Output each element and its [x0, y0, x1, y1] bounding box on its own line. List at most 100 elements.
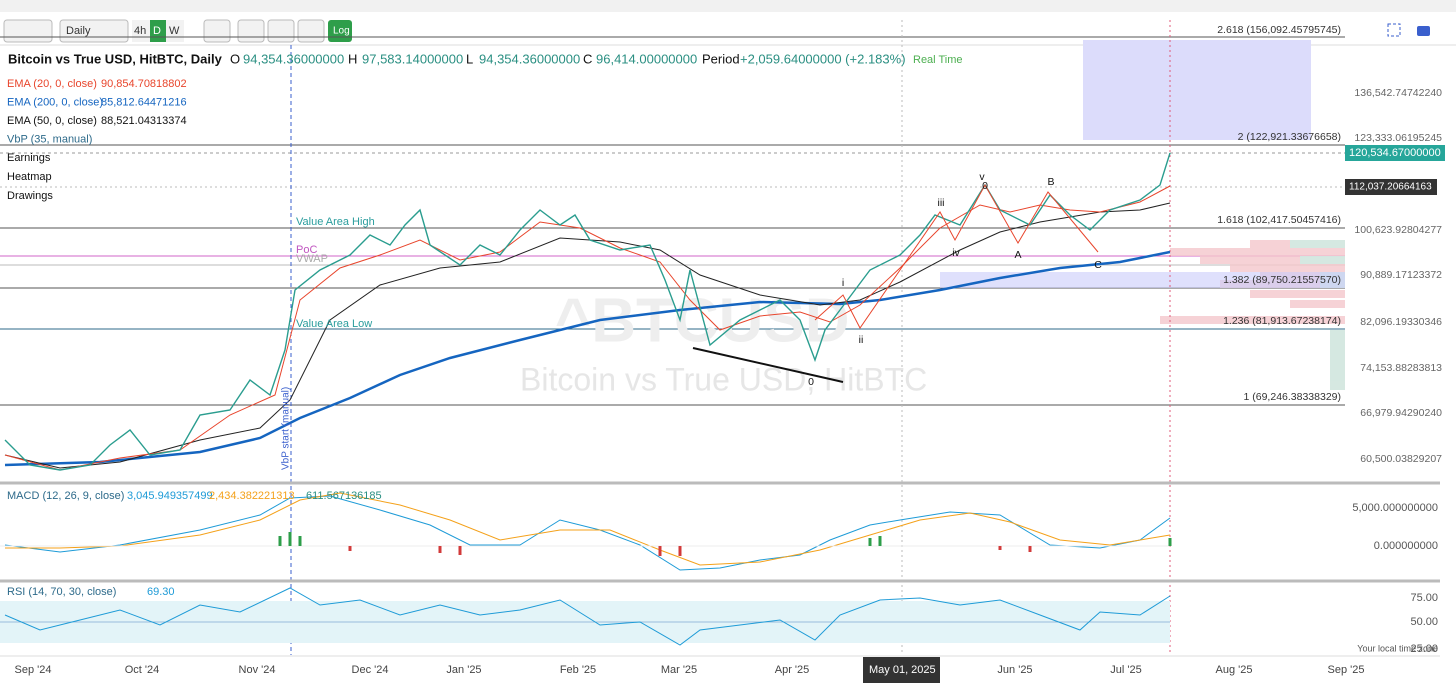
price-badge: [1345, 145, 1445, 161]
signal-line: [5, 492, 1171, 566]
toggle: Heatmap: [7, 171, 52, 183]
projection-box: [1083, 40, 1311, 140]
clock-button[interactable]: [267, 19, 295, 43]
settings-button[interactable]: [203, 19, 231, 43]
interval-4h: 4h: [134, 25, 146, 37]
macd-histogram-up: [278, 532, 1172, 546]
fib-label: 2.618 (156,092.45795745): [1217, 24, 1341, 36]
realtime: Real Time: [913, 54, 963, 66]
macd-tick-label: 0.000000000: [1374, 540, 1438, 552]
time-tick-label: Oct '24: [125, 664, 160, 676]
price-tick-label: 74,153.88283813: [1360, 362, 1442, 374]
low-label: L: [466, 51, 473, 66]
volume-area: [940, 272, 1345, 288]
price-tick-label: 82,096.19330346: [1360, 316, 1442, 328]
toggle: Earnings: [7, 152, 51, 164]
macd-histogram-down: [348, 546, 1032, 556]
close: 96,414.00000000: [596, 51, 697, 66]
indicator-name: EMA (200, 0, close): [7, 96, 103, 108]
annotation: Value Area Low: [296, 318, 372, 330]
price-line-series: [4, 152, 1171, 471]
timezone: Your local time zone: [1357, 643, 1438, 653]
wave-label: iii: [938, 197, 945, 209]
period: +2,059.64000000 (+2.183%): [740, 51, 906, 66]
wave-drawing: [814, 183, 1099, 329]
time-tick-label: Aug '25: [1216, 664, 1253, 676]
time-tick-label: Feb '25: [560, 664, 596, 676]
draw-button[interactable]: [297, 19, 325, 43]
time-tick-label: Jun '25: [997, 664, 1032, 676]
indicator-value: 90,854.70818802: [101, 78, 187, 90]
last-price: 120,534.67000000: [1349, 147, 1441, 159]
wave-label: v: [979, 171, 985, 183]
time-tick-label: Dec '24: [352, 664, 389, 676]
fib-label: 1.382 (89,750.21557570): [1223, 274, 1341, 286]
rsi-tick-label: 25.00: [1410, 643, 1438, 655]
period-label: Period: [702, 51, 740, 66]
high-label: H: [348, 51, 357, 66]
open: 94,354.36000000: [243, 51, 344, 66]
macd-line: [4, 495, 1171, 571]
time-tick-label: Nov '24: [239, 664, 276, 676]
wave-label: iv: [952, 247, 960, 259]
indicator-value: 85,812.64471216: [101, 96, 187, 108]
indicator-name: EMA (50, 0, close): [7, 115, 97, 127]
price-tick-label: 90,889.17123372: [1360, 269, 1442, 281]
snapshot-button[interactable]: [1417, 26, 1430, 36]
high: 97,583.14000000: [362, 51, 463, 66]
annotation: VWAP: [296, 253, 328, 265]
trendline: [692, 347, 844, 383]
open-label: O: [230, 51, 240, 66]
price-tick-label: 136,542.74742240: [1354, 87, 1442, 99]
time-tick-label: Jan '25: [446, 664, 481, 676]
annotation: Value Area High: [296, 216, 375, 228]
ema-20: [4, 185, 1171, 471]
wave-label: 0: [982, 180, 988, 192]
macd-label: MACD (12, 26, 9, close): [7, 490, 124, 502]
macd-value: 2,434.382221313: [209, 490, 295, 502]
chart-type-button[interactable]: [3, 19, 53, 43]
fib-label: 1.618 (102,417.50457416): [1217, 214, 1341, 226]
rsi-line: [4, 587, 1171, 646]
crosshair-badge: [863, 657, 940, 683]
ema-200: [4, 250, 1171, 467]
price-tick-label: 123,333.06195245: [1354, 132, 1442, 144]
indicator-name: EMA (20, 0, close): [7, 78, 97, 90]
main-pane: ^BTCUSD Bitcoin vs True USD, HitBTC: [0, 20, 1345, 655]
time-tick-label: Mar '25: [661, 664, 697, 676]
interval-d: D: [153, 25, 161, 37]
interval: Daily: [66, 25, 91, 37]
watermark-name: Bitcoin vs True USD, HitBTC: [520, 361, 927, 397]
fib-label: 2 (122,921.33676658): [1238, 131, 1341, 143]
price-tick-label: 66,979.94290240: [1360, 407, 1442, 419]
top-strip: [0, 0, 1456, 12]
fib-label: 1.236 (81,913.67238174): [1223, 315, 1341, 327]
time-tick-label: Sep '24: [15, 664, 52, 676]
indicator-button[interactable]: [237, 19, 265, 43]
indicator-value: 88,521.04313374: [101, 115, 187, 127]
indicator-name: VbP (35, manual): [7, 133, 92, 145]
macd-value: 611.567136185: [306, 490, 382, 502]
fullscreen-button[interactable]: [1387, 23, 1401, 37]
price-tick-label: 100,623.92804277: [1354, 224, 1442, 236]
ema-badge: [1345, 179, 1437, 195]
crosshair-date: May 01, 2025: [869, 664, 936, 676]
rsi-label: RSI (14, 70, 30, close): [7, 586, 116, 598]
rsi-pane: [0, 587, 1171, 646]
annotation: PoC: [296, 244, 317, 256]
interval-w: W: [169, 25, 180, 37]
wave-label: B: [1047, 176, 1054, 188]
rsi-tick-label: 75.00: [1410, 592, 1438, 604]
macd-value: 3,045.949357499: [127, 490, 213, 502]
wave-label: A: [1014, 249, 1021, 261]
macd-tick-label: 5,000.000000000: [1352, 502, 1438, 514]
time-tick-label: Jul '25: [1110, 664, 1141, 676]
time-tick-label: Apr '25: [775, 664, 810, 676]
rsi-tick-label: 50.00: [1410, 616, 1438, 628]
ema-price: 112,037.20664163: [1349, 182, 1432, 193]
wave-label: ii: [859, 334, 864, 346]
log-label: Log: [333, 26, 350, 37]
low: 94,354.36000000: [479, 51, 580, 66]
fib-label: 1 (69,246.38338329): [1244, 391, 1342, 403]
